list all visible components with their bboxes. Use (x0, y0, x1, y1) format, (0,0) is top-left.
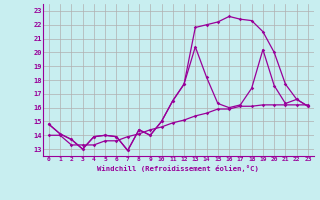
X-axis label: Windchill (Refroidissement éolien,°C): Windchill (Refroidissement éolien,°C) (98, 165, 259, 172)
